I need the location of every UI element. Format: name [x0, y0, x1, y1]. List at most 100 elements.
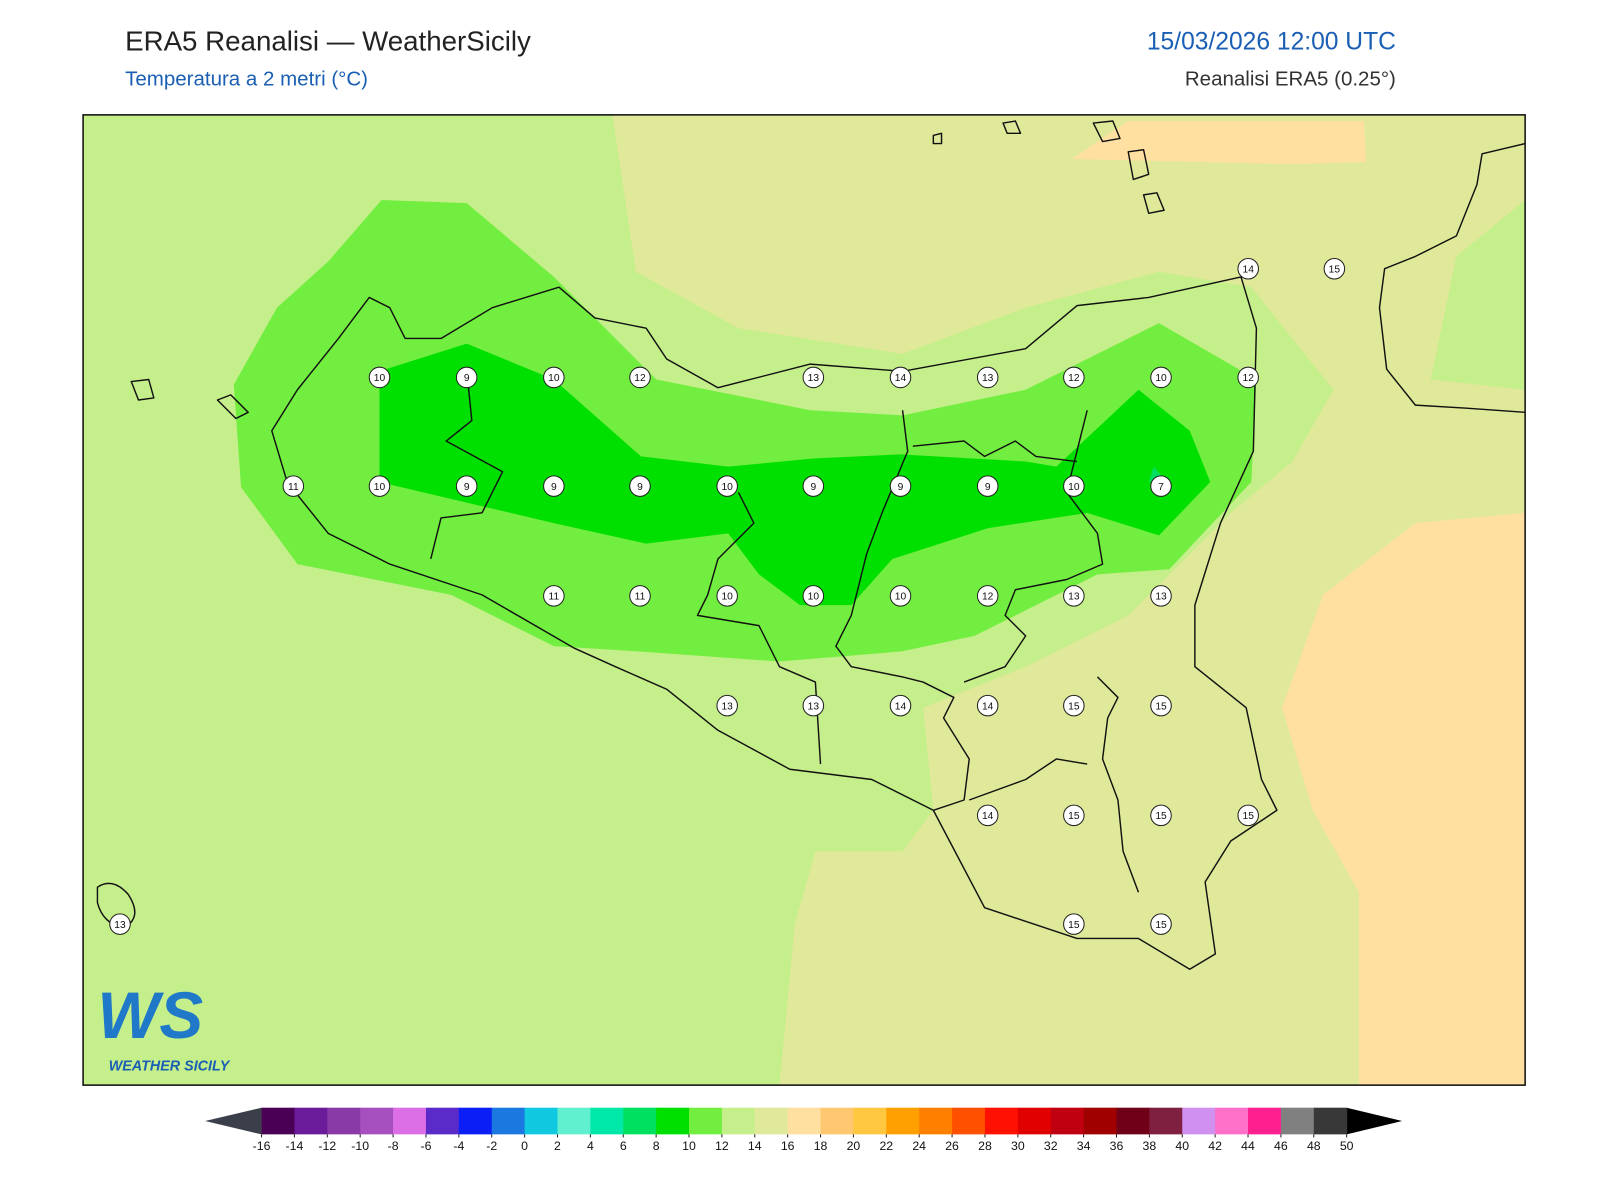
station-marker: [455, 475, 478, 497]
colorbar-tick-label: -8: [388, 1139, 399, 1153]
station-value: 10: [721, 482, 733, 493]
colorbar-bin: [458, 1107, 493, 1135]
station-value: 11: [549, 592, 560, 603]
station-value: 12: [1243, 373, 1255, 384]
station-marker: [976, 585, 999, 607]
colorbar-bin: [1313, 1107, 1348, 1135]
station-value: 10: [374, 482, 386, 493]
station-value: 12: [1068, 373, 1080, 384]
datetime: 15/03/2026 12:00 UTC: [1147, 29, 1396, 56]
colorbar-tick-label: -6: [420, 1139, 431, 1153]
station-value: 10: [548, 373, 560, 384]
station-value: 12: [982, 592, 994, 603]
colorbar: -16 -14 -12 -10 -8 -6 -4 -2 0 2 4 6 8 10 12 14 16 18 20 22 2…: [205, 1107, 1403, 1153]
station-marker: [976, 694, 999, 717]
title: ERA5 Reanalisi — WeatherSicily: [125, 25, 531, 56]
colorbar-tick-label: 44: [1241, 1139, 1255, 1153]
temperature-band: [1430, 200, 1526, 390]
station-value: 9: [898, 482, 904, 493]
station-marker: [802, 585, 825, 607]
logo: WS WEATHER SICILY: [97, 979, 230, 1075]
colorbar-tick-label: -14: [286, 1139, 304, 1153]
station-marker: [1150, 913, 1172, 935]
station-value: 13: [1068, 592, 1080, 603]
station-marker: [976, 804, 999, 827]
station-marker: [1063, 913, 1085, 935]
province-borders: [430, 369, 1140, 893]
station-value: 11: [635, 592, 646, 603]
station-value: 14: [895, 701, 907, 712]
station-value: 14: [1243, 264, 1255, 275]
colorbar-tick-label: 8: [653, 1139, 660, 1153]
colorbar-tick-label: 32: [1044, 1139, 1058, 1153]
station-value: 9: [637, 482, 643, 493]
colorbar-bin: [1116, 1107, 1150, 1135]
colorbar-bin: [1248, 1107, 1282, 1135]
station-value: 13: [808, 701, 820, 712]
station-marker: [629, 366, 651, 389]
colorbar-bin: [393, 1107, 427, 1135]
calabria-coast: [1378, 142, 1526, 414]
station-marker: [109, 913, 131, 935]
station-value: 15: [1243, 811, 1255, 822]
colorbar-bin: [1215, 1107, 1249, 1135]
station-value: 9: [985, 482, 991, 493]
logo-mark: WS: [97, 979, 203, 1052]
colorbar-tick-label: 12: [715, 1139, 729, 1153]
colorbar-tick-label: 16: [781, 1139, 795, 1153]
station-value: 10: [374, 373, 386, 384]
station-marker: [976, 366, 999, 389]
station-marker: [889, 694, 912, 717]
colorbar-bin: [1182, 1107, 1216, 1135]
station-marker: [1063, 804, 1085, 827]
temperature-band: [1282, 512, 1526, 1086]
colorbar-tick-label: 18: [814, 1139, 828, 1153]
map-frame: [82, 114, 1526, 1086]
station-marker: [1237, 366, 1259, 389]
colorbar-tick-label: 24: [912, 1139, 926, 1153]
colorbar-bin: [1149, 1107, 1183, 1135]
colorbar-tick-label: -10: [351, 1139, 369, 1153]
station-value: 10: [1068, 482, 1080, 493]
station-value: 7: [1158, 482, 1164, 493]
station-value: 10: [895, 592, 907, 603]
colorbar-bin: [886, 1107, 920, 1135]
colorbar-bin: [952, 1107, 986, 1135]
station-value: 12: [634, 373, 646, 384]
station-value: 9: [464, 373, 470, 384]
colorbar-under: [205, 1107, 262, 1135]
colorbar-tick-label: 10: [682, 1139, 696, 1153]
station-marker: [1063, 475, 1085, 497]
station-value: 15: [1155, 920, 1167, 931]
station-value: 10: [808, 592, 820, 603]
colorbar-bin: [853, 1107, 887, 1135]
colorbar-bin: [623, 1107, 657, 1135]
colorbar-tick-label: 38: [1143, 1139, 1157, 1153]
station-marker: [282, 475, 305, 497]
temperature-band: [379, 343, 1211, 606]
station-marker: [716, 475, 738, 497]
station-value: 15: [1068, 920, 1080, 931]
station-value: 14: [982, 701, 994, 712]
station-marker: [716, 694, 738, 717]
colorbar-tick-label: 14: [748, 1139, 762, 1153]
station-marker: [368, 475, 391, 497]
station-value: 10: [1155, 373, 1167, 384]
colorbar-bin: [1083, 1107, 1118, 1135]
colorbar-tick-label: 48: [1307, 1139, 1321, 1153]
colorbar-bin: [656, 1107, 690, 1135]
station-marker: [976, 475, 999, 497]
station-marker: [1063, 585, 1085, 607]
station-marker: [1237, 804, 1259, 827]
coastlines: [96, 120, 1526, 970]
colorbar-tick-label: -4: [453, 1139, 464, 1153]
station-marker: [802, 366, 825, 389]
colorbar-tick-label: 26: [945, 1139, 959, 1153]
station-value: 15: [1068, 811, 1080, 822]
colorbar-bin: [754, 1107, 789, 1135]
colorbar-tick-label: 30: [1011, 1139, 1025, 1153]
station-marker: [1150, 694, 1172, 717]
colorbar-tick-label: -2: [486, 1139, 497, 1153]
colorbar-tick-label: 50: [1340, 1139, 1354, 1153]
